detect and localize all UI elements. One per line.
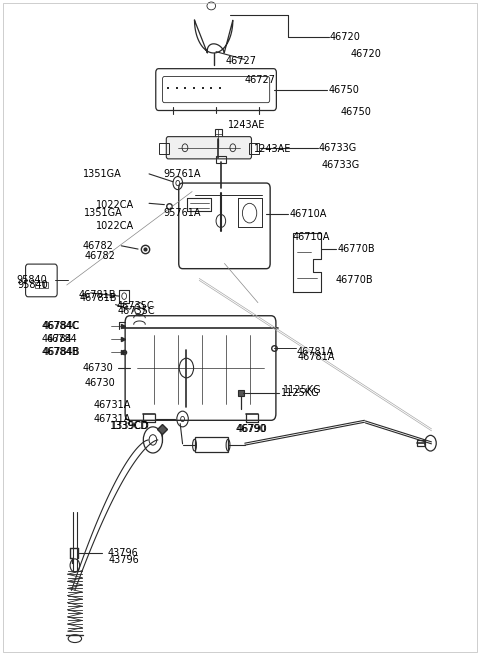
Text: 95840: 95840 (16, 276, 47, 286)
Text: 46735C: 46735C (117, 301, 155, 311)
Text: 1022CA: 1022CA (96, 221, 134, 231)
Text: 46784C: 46784C (43, 320, 80, 331)
Text: 1022CA: 1022CA (96, 200, 133, 210)
Bar (249, 143, 259, 154)
Bar (215, 129, 222, 140)
Text: 1243AE: 1243AE (228, 120, 265, 130)
Text: 46782: 46782 (84, 251, 115, 261)
Text: 46720: 46720 (330, 31, 361, 42)
Bar (417, 440, 425, 447)
Text: 46731A: 46731A (94, 400, 132, 409)
Bar (216, 156, 226, 164)
Text: 46730: 46730 (83, 363, 114, 373)
Text: 46790: 46790 (236, 424, 267, 434)
Text: 46781A: 46781A (297, 347, 334, 358)
Bar (44, 282, 48, 288)
Bar (194, 438, 228, 452)
Text: 46784C: 46784C (42, 320, 79, 331)
Text: 46781B: 46781B (79, 290, 116, 300)
Text: 1351GA: 1351GA (84, 208, 123, 218)
Text: 1339CD: 1339CD (111, 421, 150, 430)
Text: 46784: 46784 (46, 333, 77, 344)
Text: 1125KG: 1125KG (283, 384, 322, 394)
Text: 46750: 46750 (328, 84, 360, 94)
Text: 46733G: 46733G (319, 143, 357, 153)
Text: 46784B: 46784B (42, 346, 79, 357)
Text: 1351GA: 1351GA (83, 169, 122, 179)
Text: 95840: 95840 (17, 280, 48, 290)
Bar (158, 143, 169, 154)
Text: 46730: 46730 (84, 378, 115, 388)
Text: 46710A: 46710A (293, 233, 330, 242)
FancyBboxPatch shape (166, 137, 252, 159)
Text: 46750: 46750 (340, 107, 372, 117)
Text: 46735C: 46735C (118, 306, 156, 316)
Text: 46770B: 46770B (337, 244, 375, 254)
Text: 46784: 46784 (42, 333, 72, 344)
Text: 46781B: 46781B (80, 293, 117, 303)
Text: 46727: 46727 (226, 56, 257, 66)
Text: 46710A: 46710A (289, 210, 327, 219)
Text: 46784B: 46784B (43, 346, 80, 357)
Text: 46727: 46727 (245, 75, 276, 85)
Text: 1339CD: 1339CD (110, 421, 149, 430)
Text: 95761A: 95761A (163, 208, 201, 218)
Text: 1243AE: 1243AE (254, 144, 292, 154)
Text: 43796: 43796 (108, 555, 139, 565)
Text: 46770B: 46770B (336, 276, 373, 286)
Text: 46790: 46790 (235, 424, 266, 434)
Text: 95761A: 95761A (163, 169, 201, 179)
Text: 1125KG: 1125KG (281, 388, 319, 398)
Text: 46782: 46782 (83, 241, 114, 251)
Bar (39, 282, 43, 288)
Text: 46731A: 46731A (93, 414, 131, 424)
Text: 46733G: 46733G (322, 160, 360, 170)
Text: 46720: 46720 (350, 49, 381, 60)
Bar (35, 282, 38, 288)
Text: 43796: 43796 (108, 548, 138, 558)
Text: 46781A: 46781A (298, 352, 335, 362)
